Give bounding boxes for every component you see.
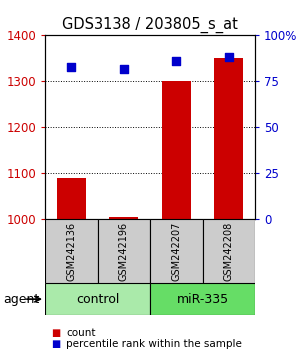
Text: ■: ■	[51, 328, 60, 338]
Bar	[109, 217, 138, 219]
Bar	[162, 81, 191, 219]
Text: GSM242207: GSM242207	[171, 222, 181, 281]
Text: GSM242208: GSM242208	[224, 222, 234, 281]
Text: miR-335: miR-335	[176, 293, 229, 306]
Text: GSM242136: GSM242136	[66, 222, 76, 281]
Bar	[45, 219, 98, 283]
Bar	[202, 219, 255, 283]
Bar	[150, 283, 255, 315]
Text: control: control	[76, 293, 119, 306]
Bar	[150, 219, 202, 283]
Text: ■: ■	[51, 339, 60, 349]
Point	[122, 66, 126, 72]
Text: percentile rank within the sample: percentile rank within the sample	[66, 339, 242, 349]
Text: count: count	[66, 328, 95, 338]
Text: GSM242196: GSM242196	[119, 222, 129, 281]
Point	[69, 64, 74, 69]
Title: GDS3138 / 203805_s_at: GDS3138 / 203805_s_at	[62, 16, 238, 33]
Point	[226, 55, 231, 60]
Bar	[214, 58, 243, 219]
Point	[174, 58, 179, 64]
Text: agent: agent	[3, 293, 39, 306]
Bar	[98, 219, 150, 283]
Bar	[45, 283, 150, 315]
Bar	[57, 178, 86, 219]
